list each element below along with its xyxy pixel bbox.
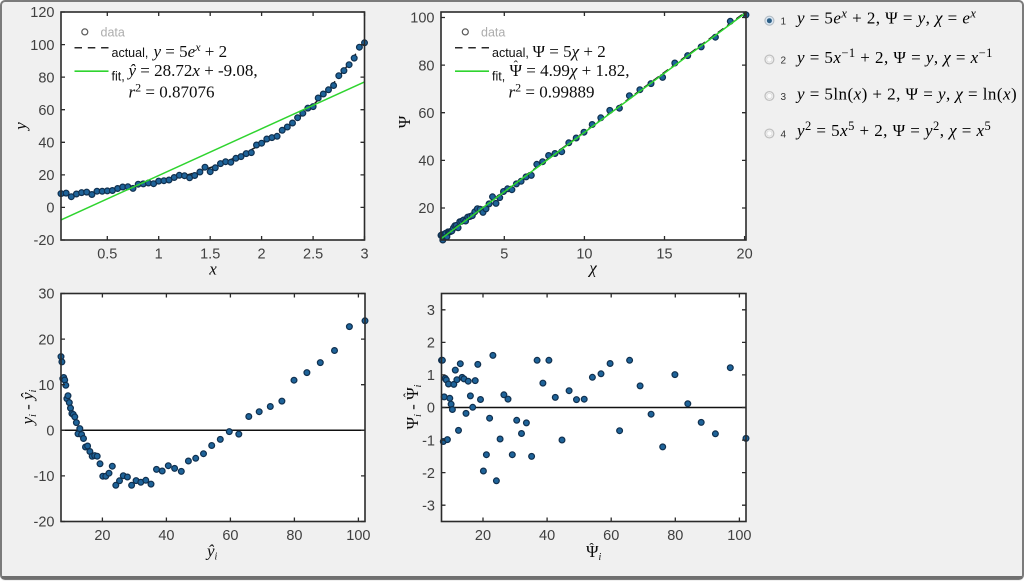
svg-text:r2 = 0.99889: r2 = 0.99889 (509, 81, 595, 102)
svg-text:Ψ: Ψ (395, 115, 414, 128)
svg-text:1.5: 1.5 (200, 247, 220, 263)
svg-text:40: 40 (539, 528, 555, 544)
svg-text:20: 20 (38, 332, 54, 348)
svg-text:80: 80 (38, 70, 54, 86)
svg-text:Ψ = 4.99χ + 1.82,: Ψ = 4.99χ + 1.82, (510, 61, 630, 80)
svg-text:80: 80 (667, 528, 683, 544)
svg-text:20: 20 (38, 168, 54, 184)
svg-text:1: 1 (427, 368, 435, 384)
svg-text:Ψ = 5χ + 2: Ψ = 5χ + 2 (533, 42, 606, 61)
svg-text:40: 40 (418, 154, 434, 170)
svg-text:ˆ: ˆ (589, 540, 594, 555)
svg-text:1: 1 (781, 17, 787, 28)
svg-text:60: 60 (603, 528, 619, 544)
svg-text:3: 3 (360, 247, 368, 263)
svg-text:yi - ŷi: yi - ŷi (18, 389, 39, 426)
svg-text:120: 120 (30, 5, 54, 21)
svg-text:data: data (481, 25, 505, 39)
svg-text:2.5: 2.5 (303, 247, 323, 263)
svg-text:x: x (208, 260, 217, 279)
svg-text:80: 80 (418, 58, 434, 74)
svg-text:100: 100 (346, 528, 370, 544)
svg-text:y2 = 5x5 + 2, Ψ = y2, χ = x5: y2 = 5x5 + 2, Ψ = y2, χ = x5 (795, 119, 991, 140)
svg-text:2: 2 (781, 55, 787, 66)
svg-text:0: 0 (427, 401, 435, 417)
svg-text:Ψi - Ψi: Ψi - Ψi (403, 384, 424, 429)
svg-text:80: 80 (286, 528, 302, 544)
svg-text:60: 60 (418, 106, 434, 122)
svg-text:r2 = 0.87076: r2 = 0.87076 (129, 81, 215, 102)
svg-text:20: 20 (475, 528, 491, 544)
svg-text:0: 0 (46, 201, 54, 217)
svg-text:20: 20 (94, 528, 110, 544)
svg-text:10: 10 (38, 378, 54, 394)
svg-text:ˆ: ˆ (401, 392, 416, 397)
svg-text:-20: -20 (34, 233, 55, 249)
svg-text:-3: -3 (422, 498, 435, 514)
svg-text:χ: χ (587, 259, 597, 278)
svg-text:fit,: fit, (492, 69, 505, 83)
svg-text:4: 4 (781, 129, 787, 140)
svg-text:y: y (11, 122, 30, 132)
svg-text:3: 3 (781, 92, 787, 103)
svg-text:100: 100 (410, 11, 434, 27)
svg-text:3: 3 (427, 303, 435, 319)
svg-text:30: 30 (38, 287, 54, 303)
svg-text:5: 5 (500, 247, 508, 263)
svg-text:y = 5ex + 2: y = 5ex + 2 (152, 40, 228, 61)
svg-text:2: 2 (427, 336, 435, 352)
svg-text:-2: -2 (422, 466, 435, 482)
svg-text:ŷi: ŷi (205, 542, 218, 563)
svg-text:ˆ: ˆ (514, 57, 519, 72)
svg-text:60: 60 (222, 528, 238, 544)
svg-text:ŷ = 28.72x + -9.08,: ŷ = 28.72x + -9.08, (127, 61, 258, 80)
svg-text:20: 20 (737, 247, 753, 263)
svg-text:actual,: actual, (112, 46, 149, 60)
svg-text:40: 40 (38, 136, 54, 152)
svg-text:-10: -10 (34, 469, 55, 485)
svg-text:60: 60 (38, 103, 54, 119)
svg-text:15: 15 (656, 247, 672, 263)
svg-text:fit,: fit, (112, 69, 125, 83)
svg-text:1: 1 (155, 247, 163, 263)
svg-text:Ψi: Ψi (586, 542, 602, 563)
svg-text:10: 10 (576, 247, 592, 263)
svg-text:y = 5ln(x) + 2, Ψ = y, χ = ln(: y = 5ln(x) + 2, Ψ = y, χ = ln(x) (795, 84, 1017, 103)
svg-text:20: 20 (418, 201, 434, 217)
svg-text:-20: -20 (34, 515, 55, 531)
svg-text:actual,: actual, (492, 46, 529, 60)
svg-text:y = 5ex + 2, Ψ = y, χ = ex: y = 5ex + 2, Ψ = y, χ = ex (795, 7, 976, 28)
svg-text:40: 40 (158, 528, 174, 544)
svg-text:y = 5x−1 + 2, Ψ = y, χ = x−1: y = 5x−1 + 2, Ψ = y, χ = x−1 (795, 46, 993, 67)
svg-text:-1: -1 (422, 433, 435, 449)
svg-text:data: data (101, 25, 125, 39)
svg-text:100: 100 (30, 38, 54, 54)
svg-text:100: 100 (727, 528, 751, 544)
svg-text:0.5: 0.5 (97, 247, 117, 263)
svg-text:0: 0 (46, 424, 54, 440)
svg-text:2: 2 (258, 247, 266, 263)
